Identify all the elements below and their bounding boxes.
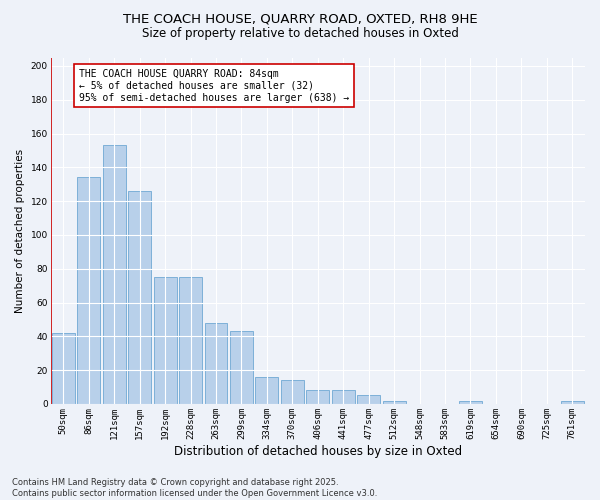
Bar bbox=[77, 178, 100, 404]
Bar bbox=[357, 396, 380, 404]
Y-axis label: Number of detached properties: Number of detached properties bbox=[15, 148, 25, 313]
Bar bbox=[103, 146, 125, 404]
Bar bbox=[230, 332, 253, 404]
X-axis label: Distribution of detached houses by size in Oxted: Distribution of detached houses by size … bbox=[174, 444, 462, 458]
Bar bbox=[179, 277, 202, 404]
Bar bbox=[332, 390, 355, 404]
Text: Contains HM Land Registry data © Crown copyright and database right 2025.
Contai: Contains HM Land Registry data © Crown c… bbox=[12, 478, 377, 498]
Text: THE COACH HOUSE, QUARRY ROAD, OXTED, RH8 9HE: THE COACH HOUSE, QUARRY ROAD, OXTED, RH8… bbox=[122, 12, 478, 26]
Bar bbox=[459, 400, 482, 404]
Bar bbox=[154, 277, 176, 404]
Bar bbox=[256, 377, 278, 404]
Bar bbox=[281, 380, 304, 404]
Bar bbox=[383, 400, 406, 404]
Bar bbox=[128, 191, 151, 404]
Bar bbox=[561, 400, 584, 404]
Text: Size of property relative to detached houses in Oxted: Size of property relative to detached ho… bbox=[142, 28, 458, 40]
Text: THE COACH HOUSE QUARRY ROAD: 84sqm
← 5% of detached houses are smaller (32)
95% : THE COACH HOUSE QUARRY ROAD: 84sqm ← 5% … bbox=[79, 70, 349, 102]
Bar bbox=[205, 323, 227, 404]
Bar bbox=[307, 390, 329, 404]
Bar bbox=[52, 333, 75, 404]
